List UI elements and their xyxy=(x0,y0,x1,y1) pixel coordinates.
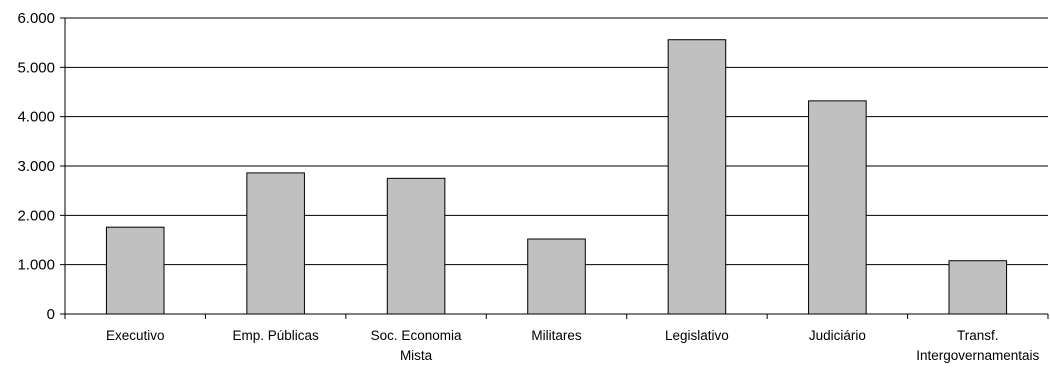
x-category-label-1: Emp. Públicas xyxy=(232,328,319,343)
x-category-label-5: Judiciário xyxy=(809,328,866,343)
axes xyxy=(60,17,1049,319)
y-tick-label-6: 6.000 xyxy=(17,10,55,27)
bar-0 xyxy=(105,226,165,315)
y-tick-label-2: 2.000 xyxy=(17,207,55,224)
x-category-label-0: Executivo xyxy=(106,328,165,343)
x-category-label-2: Soc. Economia Mista xyxy=(371,328,462,363)
x-category-label-line: Soc. Economia xyxy=(371,328,462,343)
bar-3 xyxy=(527,238,586,315)
x-category-label-3: Militares xyxy=(531,328,582,343)
x-category-label-line: Militares xyxy=(531,328,582,343)
y-tick-label-0: 0 xyxy=(47,306,55,323)
y-tick-label-5: 5.000 xyxy=(17,59,55,76)
bar-1 xyxy=(246,172,305,315)
x-category-label-6: Transf. Intergovernamentais xyxy=(916,328,1039,363)
x-category-label-line: Intergovernamentais xyxy=(916,348,1039,363)
bar-6 xyxy=(948,260,1008,315)
x-category-label-line: Mista xyxy=(400,348,433,363)
bars xyxy=(105,39,1008,315)
x-category-label-line: Executivo xyxy=(106,328,165,343)
x-category-labels: Executivo Emp. Públicas Soc. Economia Mista… xyxy=(106,328,1040,363)
bar-5 xyxy=(808,100,867,315)
y-tick-label-3: 3.000 xyxy=(17,158,55,175)
bar-4 xyxy=(667,39,727,315)
bar-2 xyxy=(386,177,446,315)
y-tick-labels: 0 1.000 2.000 3.000 4.000 5.000 6.000 xyxy=(17,10,55,323)
x-category-label-4: Legislativo xyxy=(665,328,729,343)
x-category-label-line: Judiciário xyxy=(809,328,866,343)
x-category-label-line: Emp. Públicas xyxy=(232,328,319,343)
gridlines xyxy=(65,17,1048,266)
y-tick-label-1: 1.000 xyxy=(17,257,55,274)
x-category-label-line: Legislativo xyxy=(665,328,729,343)
y-tick-label-4: 4.000 xyxy=(17,109,55,126)
x-category-label-line: Transf. xyxy=(957,328,999,343)
